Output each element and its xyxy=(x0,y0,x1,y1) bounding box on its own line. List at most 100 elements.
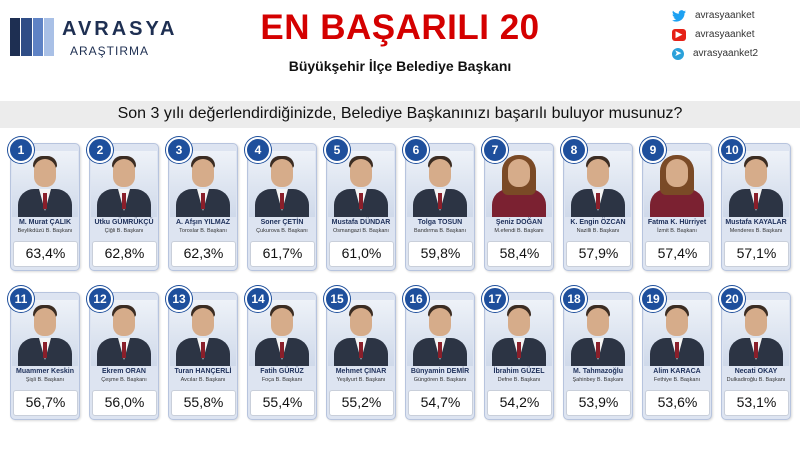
mayor-name: M. Murat ÇALIK xyxy=(18,219,72,226)
approval-score: 54,2% xyxy=(499,394,540,410)
mayor-name: Bünyamin DEMİR xyxy=(410,368,470,375)
score-box xyxy=(250,390,315,416)
rank-badge: 20 xyxy=(719,286,745,312)
approval-score: 61,0% xyxy=(341,245,382,261)
approval-score: 56,7% xyxy=(25,394,66,410)
mayor-municipality: M.efendi B. Başkanı xyxy=(494,228,544,234)
approval-score: 55,4% xyxy=(262,394,303,410)
mayor-name: Şeniz DOĞAN xyxy=(495,219,543,226)
score-box xyxy=(13,241,78,267)
mayor-card: 6 Tolga TOSUN Bandırma B. Başkanı 59,8% xyxy=(403,137,476,277)
mayor-card: 16 Bünyamin DEMİR Güngören B. Başkanı 54,7% xyxy=(403,286,476,426)
mayor-municipality: Toroslar B. Başkanı xyxy=(179,228,227,234)
mayor-municipality: İzmit B. Başkanı xyxy=(657,228,697,234)
rank-badge: 4 xyxy=(245,137,271,163)
rank-badge: 5 xyxy=(324,137,350,163)
mayor-name: İbrahim GÜZEL xyxy=(493,368,545,375)
score-box xyxy=(566,390,631,416)
social-link-twitter[interactable]: avrasyaanket xyxy=(672,6,797,25)
score-box xyxy=(92,241,157,267)
score-box xyxy=(92,390,157,416)
approval-score: 62,3% xyxy=(183,245,224,261)
social-link-youtube[interactable]: ▶ avrasyaanket xyxy=(672,25,797,44)
mayor-name: A. Afşın YILMAZ xyxy=(175,219,231,226)
approval-score: 63,4% xyxy=(25,245,66,261)
page-subtitle: Büyükşehir İlçe Belediye Başkanı xyxy=(288,58,512,74)
rank-badge: 3 xyxy=(166,137,192,163)
logo-bars-icon xyxy=(10,18,54,56)
mayor-card: 8 K. Engin ÖZCAN Nazilli B. Başkanı 57,9% xyxy=(561,137,634,277)
score-box xyxy=(566,241,631,267)
mayor-municipality: Bandırma B. Başkanı xyxy=(414,228,466,234)
approval-score: 53,9% xyxy=(578,394,619,410)
mayor-card: 9 Fatma K. Hürriyet İzmit B. Başkanı 57,4% xyxy=(640,137,713,277)
mayor-name: Ekrem ORAN xyxy=(102,368,146,375)
mayor-name: Fatih GÜRÜZ xyxy=(260,368,304,375)
mayor-portrait-icon xyxy=(249,151,315,217)
mayor-card: 12 Ekrem ORAN Çeşme B. Başkanı 56,0% xyxy=(87,286,160,426)
mayor-name: Mehmet ÇINAR xyxy=(335,368,387,375)
rank-badge: 18 xyxy=(561,286,587,312)
approval-score: 61,7% xyxy=(262,245,303,261)
mayor-card: 17 İbrahim GÜZEL Defne B. Başkanı 54,2% xyxy=(482,286,555,426)
approval-score: 55,8% xyxy=(183,394,224,410)
telegram-icon: ➤ xyxy=(672,47,684,60)
approval-score: 58,4% xyxy=(499,245,540,261)
rank-badge: 16 xyxy=(403,286,429,312)
rank-badge: 6 xyxy=(403,137,429,163)
mayor-name: Utku GÜMRÜKÇÜ xyxy=(94,219,154,226)
mayor-card: 1 M. Murat ÇALIK Beylikdüzü B. Başkanı 63,4… xyxy=(8,137,81,277)
mayor-portrait-icon xyxy=(723,151,789,217)
mayor-municipality: Çiğli B. Başkanı xyxy=(104,228,144,234)
mayor-municipality: Şahinbey B. Başkanı xyxy=(572,377,624,383)
mayor-portrait-icon xyxy=(170,300,236,366)
mayor-card: 15 Mehmet ÇINAR Yeşilyurt B. Başkanı 55,2% xyxy=(324,286,397,426)
mayor-name: Turan HANÇERLİ xyxy=(174,368,232,375)
approval-score: 53,1% xyxy=(736,394,777,410)
mayor-card: 7 Şeniz DOĞAN M.efendi B. Başkanı 58,4% xyxy=(482,137,555,277)
rank-badge: 12 xyxy=(87,286,113,312)
mayor-name: Mustafa KAYALAR xyxy=(725,219,787,226)
mayor-name: M. Tahmazoğlu xyxy=(572,368,624,375)
approval-score: 55,2% xyxy=(341,394,382,410)
score-box xyxy=(250,241,315,267)
mayor-card: 20 Necati OKAY Dulkadiroğlu B. Başkanı 53,1… xyxy=(719,286,792,426)
mayor-portrait-icon xyxy=(407,151,473,217)
score-box xyxy=(487,241,552,267)
mayor-municipality: Fethiye B. Başkanı xyxy=(653,377,701,383)
approval-score: 56,0% xyxy=(104,394,145,410)
social-link-telegram[interactable]: ➤ avrasyaanket2 xyxy=(672,44,797,63)
mayor-name: Tolga TOSUN xyxy=(417,219,463,226)
page-title: EN BAŞARILI 20 xyxy=(260,8,540,47)
rank-badge: 8 xyxy=(561,137,587,163)
approval-score: 53,6% xyxy=(657,394,698,410)
approval-score: 62,8% xyxy=(104,245,145,261)
mayor-name: Mustafa DÜNDAR xyxy=(331,219,391,226)
mayor-municipality: Beylikdüzü B. Başkanı xyxy=(17,228,73,234)
score-box xyxy=(408,390,473,416)
mayor-card: 13 Turan HANÇERLİ Avcılar B. Başkanı 55,8% xyxy=(166,286,239,426)
mayor-municipality: Defne B. Başkanı xyxy=(497,377,541,383)
mayor-card: 11 Muammer Keskin Şişli B. Başkanı 56,7% xyxy=(8,286,81,426)
mayor-name: K. Engin ÖZCAN xyxy=(570,219,626,226)
mayor-portrait-icon xyxy=(249,300,315,366)
score-box xyxy=(724,390,789,416)
approval-score: 57,1% xyxy=(736,245,777,261)
mayor-portrait-icon xyxy=(91,300,157,366)
approval-score: 59,8% xyxy=(420,245,461,261)
mayor-municipality: Dulkadiroğlu B. Başkanı xyxy=(726,377,786,383)
mayor-card: 3 A. Afşın YILMAZ Toroslar B. Başkanı 62,3% xyxy=(166,137,239,277)
approval-score: 57,4% xyxy=(657,245,698,261)
youtube-icon: ▶ xyxy=(672,28,686,41)
mayor-municipality: Çeşme B. Başkanı xyxy=(101,377,147,383)
question-banner xyxy=(0,101,800,128)
mayor-card: 18 M. Tahmazoğlu Şahinbey B. Başkanı 53,9% xyxy=(561,286,634,426)
score-box xyxy=(171,241,236,267)
mayor-municipality: Avcılar B. Başkanı xyxy=(180,377,226,383)
telegram-handle: avrasyaanket2 xyxy=(693,48,759,59)
mayor-portrait-icon xyxy=(407,300,473,366)
mayor-card: 2 Utku GÜMRÜKÇÜ Çiğli B. Başkanı 62,8% xyxy=(87,137,160,277)
rank-badge: 2 xyxy=(87,137,113,163)
score-box xyxy=(329,390,394,416)
